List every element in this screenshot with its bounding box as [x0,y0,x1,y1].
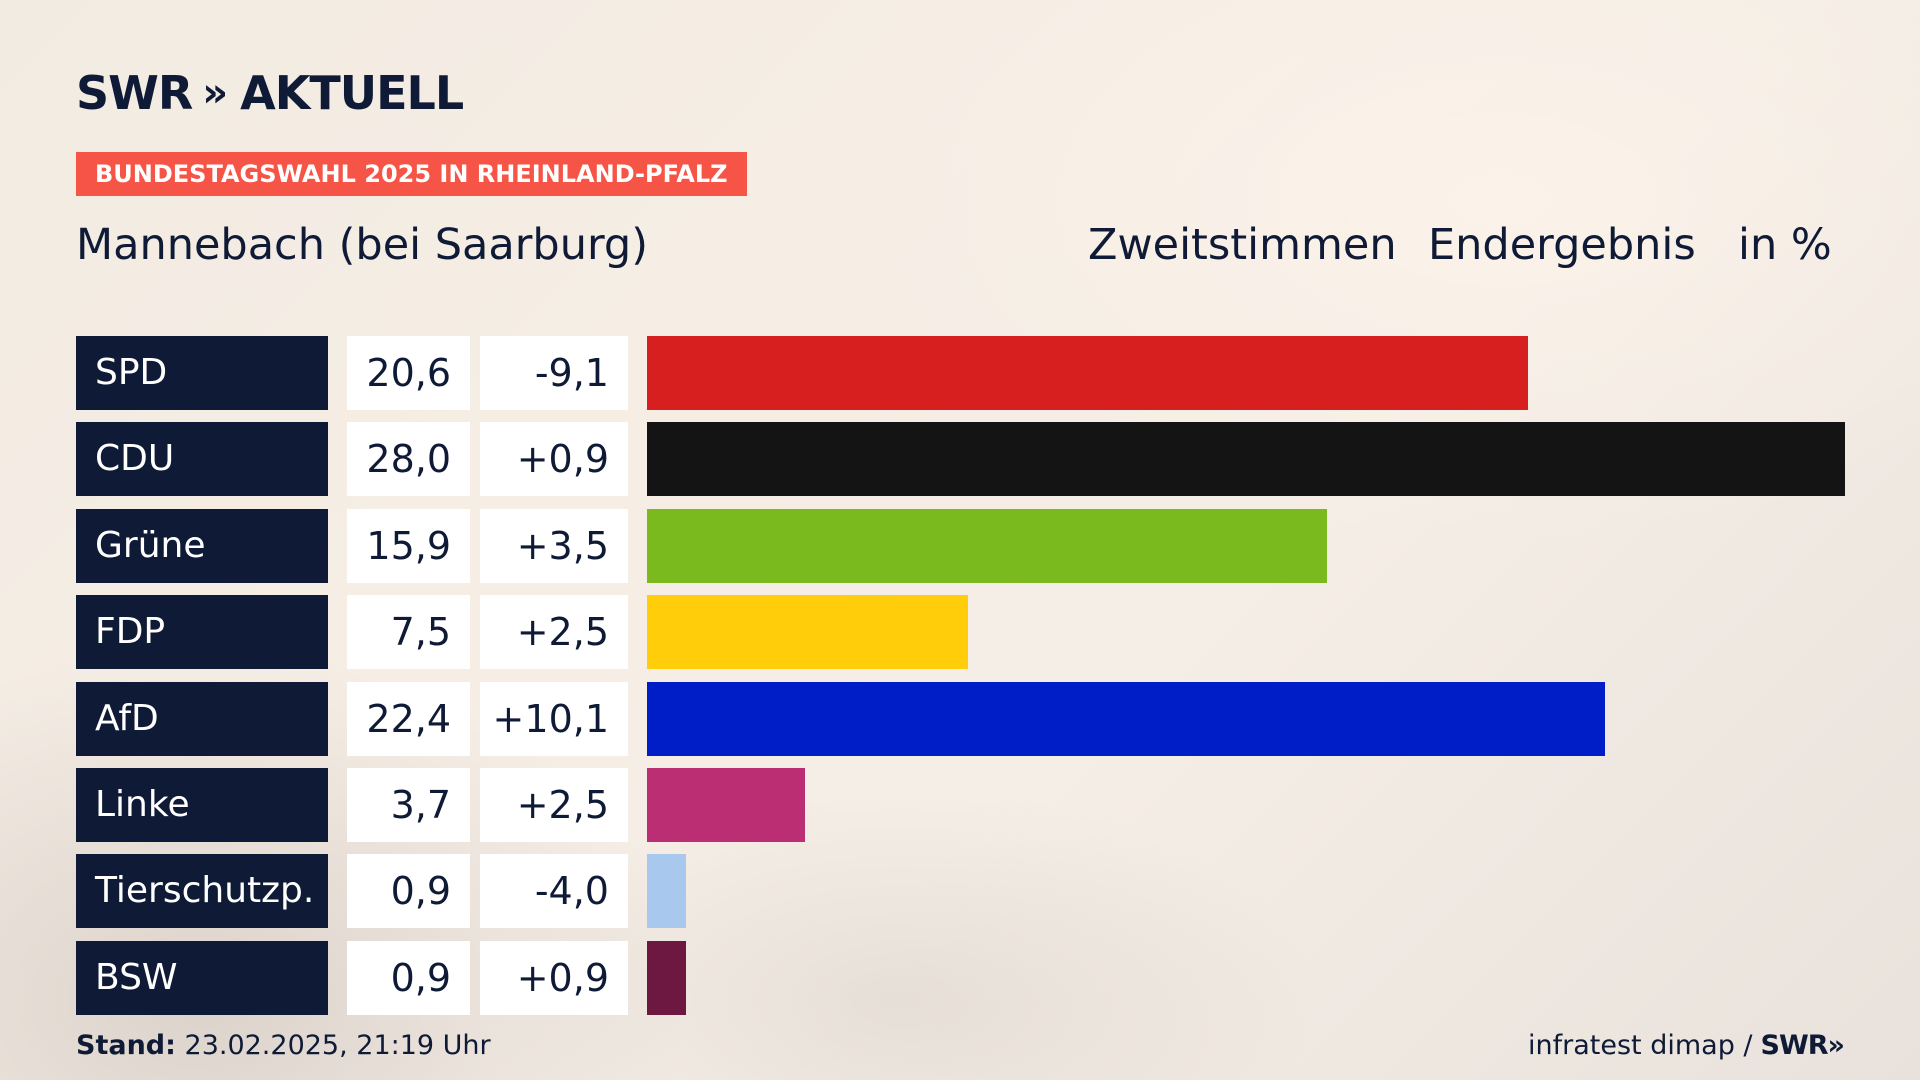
diff-label-fdp: +2,5 [480,595,628,669]
bar-linke [647,768,805,842]
party-label-cdu: CDU [76,422,328,496]
bar-afd [647,682,1605,756]
diff-label-spd: -9,1 [480,336,628,410]
logo-aktuell-text: AKTUELL [240,66,464,120]
party-label-bsw: BSW [76,941,328,1015]
diff-label-bsw: +0,9 [480,941,628,1015]
unit-label: in % [1738,220,1832,270]
party-label-fdp: FDP [76,595,328,669]
diff-label-tierschutzp: -4,0 [480,854,628,928]
logo-swr-text: SWR [76,66,193,120]
value-label-bsw: 0,9 [347,941,470,1015]
diff-label-cdu: +0,9 [480,422,628,496]
swr-aktuell-logo: SWR » AKTUELL [76,66,464,120]
value-label-spd: 20,6 [347,336,470,410]
value-label-linke: 3,7 [347,768,470,842]
logo-chevrons-icon: » [202,70,228,116]
value-label-afd: 22,4 [347,682,470,756]
place-title: Mannebach (bei Saarburg) [76,220,648,270]
bar-tierschutzp [647,854,686,928]
source-credit: infratest dimap / SWR» [1528,1030,1845,1061]
party-label-afd: AfD [76,682,328,756]
swr-mini-logo: SWR» [1760,1030,1845,1061]
timestamp: Stand: 23.02.2025, 21:19 Uhr [76,1030,491,1061]
value-label-tierschutzp: 0,9 [347,854,470,928]
source-text: infratest dimap / [1528,1030,1753,1061]
party-label-gr-ne: Grüne [76,509,328,583]
stand-value: 23.02.2025, 21:19 Uhr [184,1030,491,1061]
stand-label: Stand: [76,1030,176,1061]
result-type-label: Endergebnis [1428,220,1696,270]
bar-gr-ne [647,509,1327,583]
value-label-fdp: 7,5 [347,595,470,669]
diff-label-afd: +10,1 [480,682,628,756]
bar-fdp [647,595,968,669]
value-label-gr-ne: 15,9 [347,509,470,583]
vote-type-label: Zweitstimmen [1088,220,1397,270]
party-label-spd: SPD [76,336,328,410]
value-label-cdu: 28,0 [347,422,470,496]
bar-spd [647,336,1528,410]
topic-badge: BUNDESTAGSWAHL 2025 IN RHEINLAND-PFALZ [76,152,747,196]
party-label-linke: Linke [76,768,328,842]
bar-cdu [647,422,1845,496]
diff-label-linke: +2,5 [480,768,628,842]
party-label-tierschutzp: Tierschutzp. [76,854,328,928]
diff-label-gr-ne: +3,5 [480,509,628,583]
bar-bsw [647,941,686,1015]
